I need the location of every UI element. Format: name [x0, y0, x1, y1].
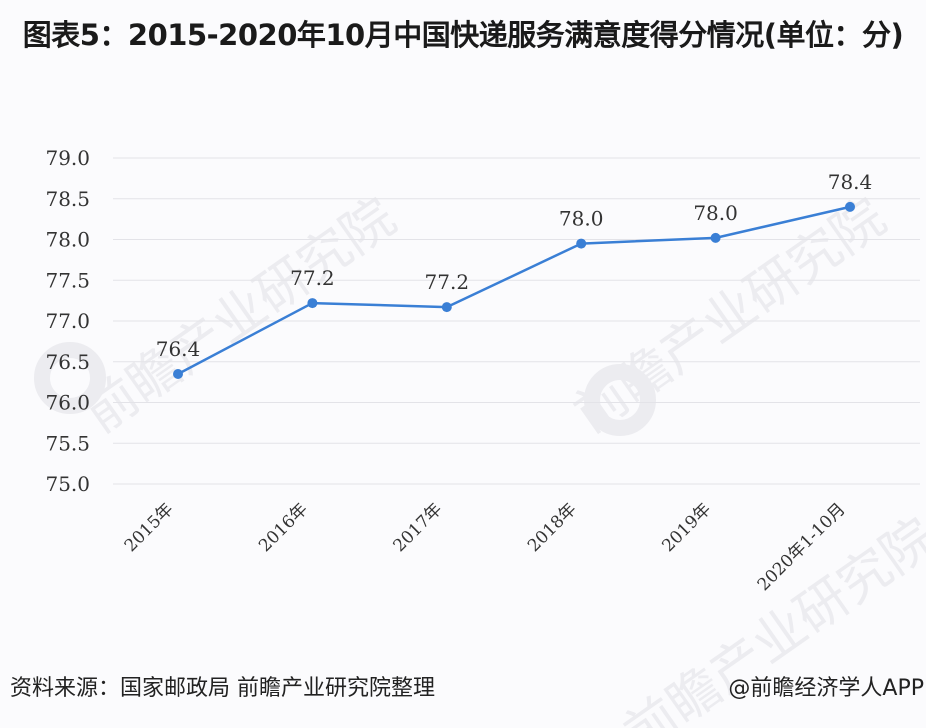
svg-text:75.5: 75.5	[45, 431, 90, 455]
svg-text:前瞻产业研究院: 前瞻产业研究院	[564, 187, 897, 445]
svg-text:2015年: 2015年	[121, 499, 178, 556]
svg-text:77.0: 77.0	[45, 309, 90, 333]
svg-text:78.0: 78.0	[693, 201, 738, 225]
svg-text:前瞻产业研究院: 前瞻产业研究院	[74, 187, 407, 445]
grid-lines	[113, 157, 920, 485]
svg-text:76.4: 76.4	[156, 337, 201, 361]
svg-text:2017年: 2017年	[390, 499, 447, 556]
svg-text:77.2: 77.2	[425, 270, 470, 294]
svg-text:78.0: 78.0	[45, 228, 90, 252]
data-labels: 76.4 77.2 77.2 78.0 78.0 78.4	[156, 170, 873, 361]
y-axis-labels: 79.0 78.5 78.0 77.5 77.0 76.5 76.0 75.5 75.0	[45, 146, 90, 496]
x-axis-labels: 2015年 2016年 2017年 2018年 2019年 2020年1-10月	[121, 499, 850, 595]
svg-text:2019年: 2019年	[658, 499, 715, 556]
credit-note: @前瞻经济学人APP	[728, 676, 924, 701]
svg-text:78.5: 78.5	[45, 187, 90, 211]
svg-text:78.4: 78.4	[828, 170, 873, 194]
chart-title: 图表5：2015-2020年10月中国快递服务满意度得分情况(单位：分)	[22, 18, 904, 52]
svg-text:75.0: 75.0	[45, 472, 90, 496]
svg-text:77.5: 77.5	[45, 268, 90, 292]
svg-text:2018年: 2018年	[524, 499, 581, 556]
source-note: 资料来源：国家邮政局 前瞻产业研究院整理	[10, 676, 435, 701]
svg-text:78.0: 78.0	[559, 207, 604, 231]
svg-text:79.0: 79.0	[45, 146, 90, 170]
svg-text:76.5: 76.5	[45, 350, 90, 374]
svg-text:77.2: 77.2	[290, 266, 335, 290]
svg-text:76.0: 76.0	[45, 391, 90, 415]
svg-text:2016年: 2016年	[255, 499, 312, 556]
data-series	[173, 201, 855, 379]
